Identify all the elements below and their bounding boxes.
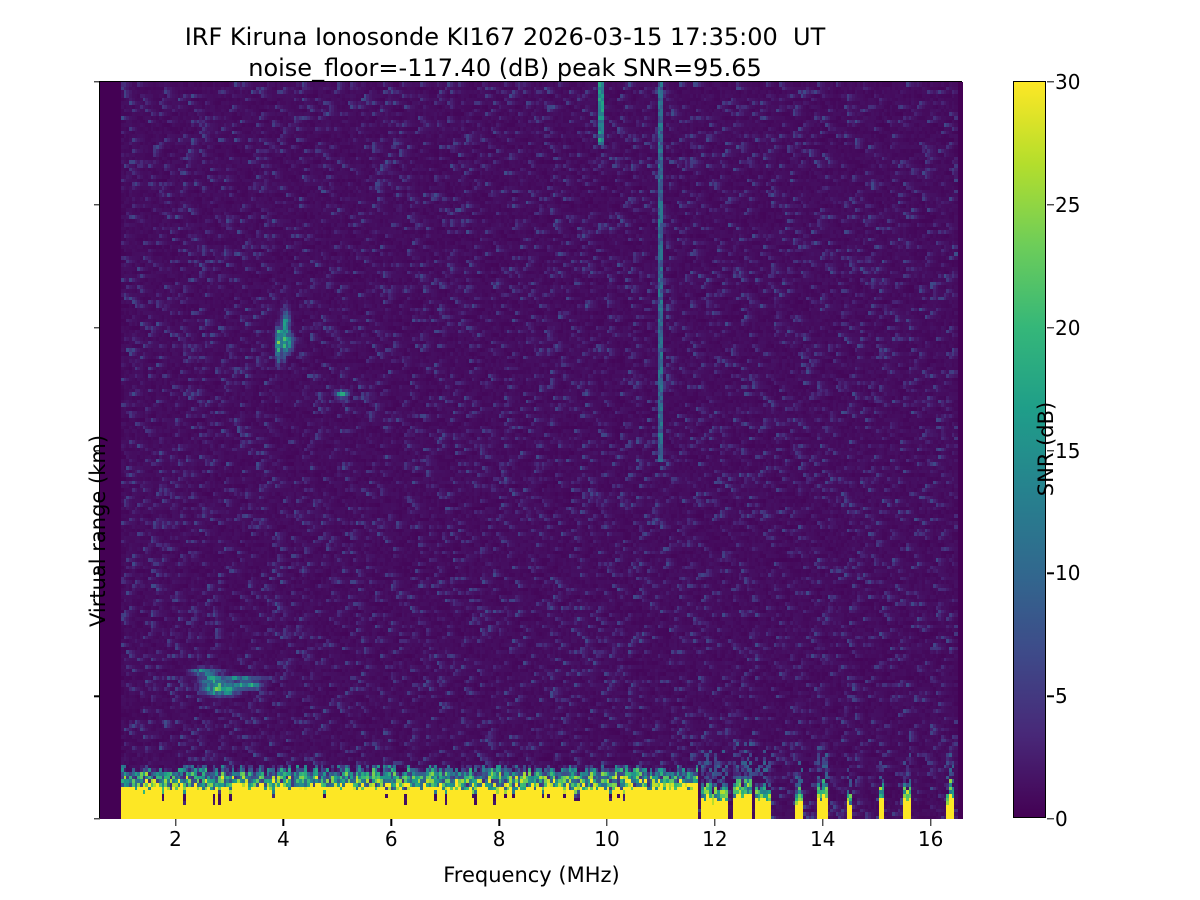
- x-tick-label: 4: [277, 827, 290, 851]
- x-tick-mark: [174, 819, 177, 826]
- colorbar-tick-label: 20: [1055, 315, 1081, 340]
- title-line-1: IRF Kiruna Ionosonde KI167 2026-03-15 17…: [184, 23, 826, 51]
- x-tick-label: 16: [917, 827, 944, 851]
- x-tick-label: 6: [384, 827, 398, 851]
- y-axis-label-text: Virtual range (km): [86, 434, 110, 628]
- x-tick-label: 12: [702, 827, 728, 851]
- x-tick-label: 8: [492, 827, 506, 851]
- colorbar-tick-mark: [1047, 572, 1054, 575]
- colorbar[interactable]: 0 5 10 15 20 25 30: [1013, 70, 1080, 831]
- colorbar-tick-label: 10: [1055, 561, 1081, 586]
- colorbar-tick-label: 0: [1055, 807, 1068, 831]
- colorbar-tick-label: 30: [1055, 70, 1081, 94]
- y-tick-mark: [93, 326, 100, 329]
- colorbar-tick-label: 25: [1055, 192, 1081, 217]
- figure-title: IRF Kiruna Ionosonde KI167 2026-03-15 17…: [0, 22, 1010, 84]
- x-tick-mark: [282, 819, 285, 826]
- colorbar-tick-mark: [1047, 449, 1054, 452]
- x-tick-label: 10: [594, 827, 620, 851]
- y-tick-mark: [93, 81, 100, 83]
- x-tick-mark: [390, 819, 392, 826]
- colorbar-tick-label: 5: [1055, 684, 1068, 709]
- x-tick-label: 14: [810, 827, 836, 851]
- y-tick-mark: [93, 572, 100, 575]
- x-tick-label: 2: [169, 827, 182, 851]
- colorbar-gradient: [1014, 82, 1045, 817]
- x-tick-mark: [714, 819, 716, 826]
- colorbar-tick-mark: [1047, 818, 1054, 820]
- colorbar-tick-mark: [1047, 695, 1054, 697]
- y-tick-mark: [93, 818, 100, 820]
- y-tick-mark: [93, 204, 100, 206]
- x-tick-mark: [498, 819, 500, 826]
- colorbar-tick-label: 15: [1055, 438, 1081, 463]
- colorbar-tick-mark: [1047, 204, 1054, 206]
- colorbar-label-text: SNR (dB): [1034, 401, 1058, 497]
- ionogram-heatmap[interactable]: [100, 82, 963, 819]
- x-tick-mark: [606, 819, 608, 826]
- x-tick-mark: [822, 819, 824, 826]
- colorbar-tick-mark: [1047, 81, 1054, 83]
- y-tick-mark: [93, 449, 100, 452]
- x-axis-label: Frequency (MHz): [443, 863, 620, 887]
- x-tick-mark: [929, 819, 932, 826]
- title-line-2: noise_floor=-117.40 (dB) peak SNR=95.65: [248, 54, 762, 83]
- y-tick-mark: [93, 695, 100, 697]
- colorbar-tick-mark: [1047, 326, 1054, 329]
